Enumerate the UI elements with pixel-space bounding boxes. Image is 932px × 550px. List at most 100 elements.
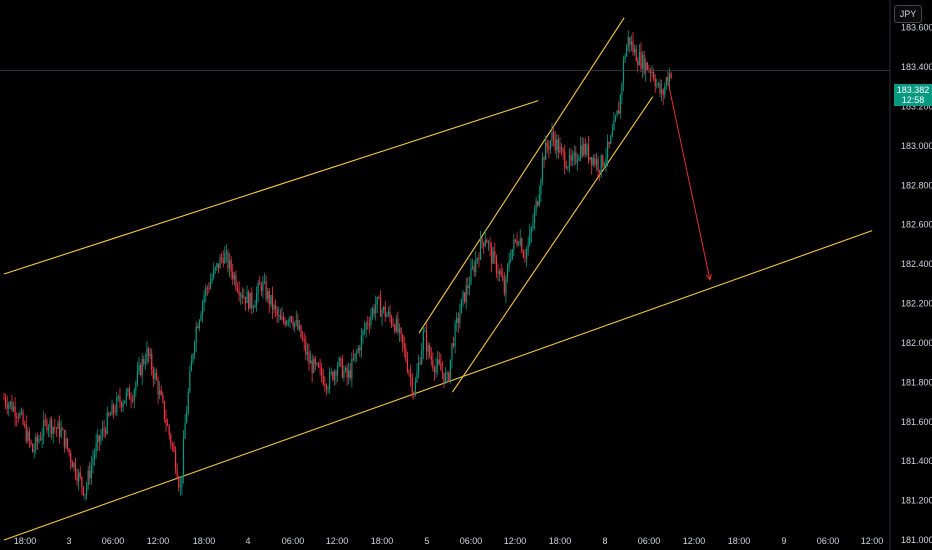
candle	[119, 387, 121, 409]
candle-body	[562, 149, 564, 153]
candle-body	[289, 316, 291, 322]
time-axis[interactable]: 18:00 3 06:00 12:00 18:00 4 06:00 12:00 18:00 5 06…	[14, 536, 884, 546]
candle	[386, 312, 388, 318]
candle-body	[295, 319, 297, 323]
candle	[529, 223, 531, 247]
candle-body	[317, 363, 320, 367]
candle	[125, 387, 127, 407]
candle-body	[546, 142, 548, 148]
candle	[438, 351, 440, 366]
candle-body	[538, 194, 540, 206]
candle	[524, 249, 526, 263]
candle-body	[292, 321, 294, 327]
candle	[246, 285, 248, 304]
candle-body	[322, 375, 324, 385]
candle-body	[411, 377, 413, 393]
candle-body	[489, 242, 491, 247]
candle	[533, 205, 536, 231]
candle	[31, 443, 34, 453]
candle	[360, 327, 362, 358]
candle-body	[584, 143, 586, 155]
candle	[317, 361, 320, 369]
candle	[532, 213, 534, 232]
candle	[122, 399, 124, 413]
candle	[209, 273, 212, 290]
candle-body	[630, 41, 633, 45]
candle-body	[376, 297, 378, 305]
candle	[624, 53, 626, 63]
candle-body	[344, 367, 347, 372]
currency-label[interactable]: JPY	[894, 5, 922, 23]
candle	[217, 263, 220, 273]
candle-body	[22, 412, 24, 425]
candle-body	[392, 324, 394, 326]
candle	[421, 343, 423, 365]
x-tick-label: 8	[602, 536, 607, 546]
candle	[541, 152, 544, 186]
candle-body	[141, 359, 143, 376]
candle	[101, 420, 104, 441]
candle-body	[354, 353, 356, 360]
candle	[519, 229, 521, 247]
candle	[28, 427, 31, 449]
candle	[194, 340, 196, 360]
candle-body	[286, 321, 288, 325]
candle-body	[564, 152, 566, 168]
x-tick-label: 12:00	[861, 536, 884, 546]
candle-body	[228, 259, 231, 269]
candle	[236, 282, 239, 293]
candle-body	[41, 435, 43, 440]
last-price-tag: 183.382 12:58	[894, 84, 932, 106]
candle	[16, 412, 18, 427]
candle-body	[365, 323, 367, 330]
channel-line	[3, 100, 539, 275]
candle-body	[483, 242, 485, 246]
candle-body	[468, 284, 471, 288]
candle-body	[573, 152, 575, 156]
candle-body	[424, 331, 426, 333]
candle	[491, 242, 493, 273]
candle	[262, 276, 264, 299]
candle-body	[460, 299, 463, 314]
candle-body	[451, 343, 453, 360]
candle-body	[338, 358, 340, 366]
candle	[665, 76, 667, 90]
candle-body	[303, 339, 305, 342]
candle-body	[57, 422, 59, 429]
candle-body	[610, 136, 612, 144]
candle-body	[49, 419, 51, 428]
x-tick-label: 06:00	[460, 536, 483, 546]
candle-body	[646, 62, 648, 70]
candle-body	[162, 394, 164, 402]
candle-body	[441, 370, 444, 373]
candle-body	[232, 271, 234, 280]
candle	[546, 139, 548, 154]
candle	[349, 363, 351, 381]
candle-body	[214, 267, 216, 270]
candle-body	[456, 317, 458, 324]
candle	[557, 134, 559, 159]
candle-body	[508, 260, 510, 267]
candle-body	[43, 420, 45, 436]
candle-body	[313, 358, 315, 373]
candle-body	[271, 295, 274, 310]
y-tick-label: 183.000	[901, 141, 932, 151]
candle-body	[329, 372, 331, 389]
candle-body	[297, 319, 299, 330]
price-axis[interactable]: 183.600 183.400 183.200 183.000 182.800 182.6…	[901, 23, 932, 545]
candle-body	[244, 296, 247, 304]
candle	[81, 476, 83, 496]
candle	[630, 35, 633, 52]
candle	[503, 272, 505, 297]
candle-body	[557, 139, 559, 153]
candle-body	[603, 163, 606, 166]
candle	[240, 292, 242, 305]
candle-body	[263, 281, 266, 283]
candle	[398, 323, 401, 342]
candle	[564, 144, 566, 175]
candle-body	[443, 372, 445, 383]
candle-body	[448, 373, 450, 381]
candle-body	[459, 313, 461, 323]
y-tick-label: 181.600	[901, 417, 932, 427]
